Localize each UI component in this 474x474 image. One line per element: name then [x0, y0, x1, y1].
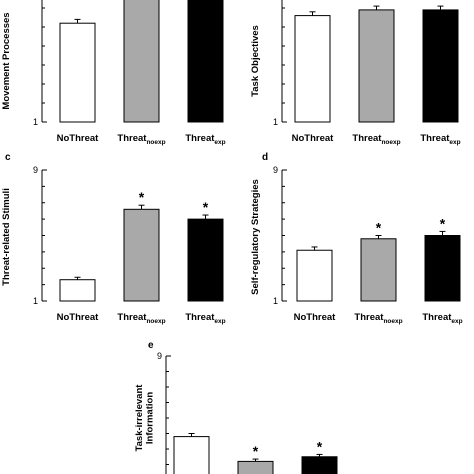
- y-tick-label: 9: [273, 165, 278, 175]
- y-tick-label: 9: [33, 165, 38, 175]
- bar-nothreat: [294, 15, 331, 123]
- significance-marker: *: [253, 443, 259, 459]
- bar-threatexp: [424, 235, 461, 302]
- bar-nothreat: [59, 22, 96, 123]
- bar-threatexp: [422, 9, 459, 123]
- significance-marker: *: [440, 215, 446, 231]
- y-tick-label: 9: [157, 351, 162, 361]
- category-label: NoThreat: [57, 312, 100, 323]
- y-axis-label: Task-irrelevantInformation: [134, 384, 155, 452]
- category-label: Threatexp: [422, 312, 462, 325]
- bar-nothreat: [173, 436, 210, 474]
- bar-threatnoexp: [360, 238, 397, 302]
- bar-threatnoexp: [237, 460, 274, 474]
- y-axis-label: Threat-related Stimuli: [1, 188, 12, 286]
- category-label: Threatnoexp: [354, 312, 402, 325]
- y-tick-label: 1: [33, 117, 38, 127]
- bar-threatnoexp: [123, 0, 160, 123]
- y-axis-label: Self-regulatory Strategies: [250, 179, 261, 295]
- chart-panel-e: e9 Task-irrelevantInformation * *: [134, 340, 338, 474]
- category-label: NoThreat: [292, 133, 335, 144]
- category-label: Threatexp: [185, 312, 225, 325]
- category-label: Threatexp: [420, 133, 460, 146]
- y-axis-label: Task Objectives: [250, 25, 261, 97]
- y-axis-label: Movement Processes: [1, 12, 12, 109]
- significance-marker: *: [203, 199, 209, 215]
- category-label: NoThreat: [57, 133, 100, 144]
- category-label: Threatexp: [185, 133, 225, 146]
- significance-marker: *: [317, 438, 323, 454]
- bar-threatnoexp: [358, 9, 395, 123]
- panel-letter: d: [262, 152, 268, 163]
- chart-panel-b: 1 Task Objectives NoThreat Threatnoexp Threa…: [250, 0, 461, 146]
- y-tick-label: 1: [273, 296, 278, 306]
- y-tick-label: 1: [273, 117, 278, 127]
- bar-threatexp: [301, 456, 338, 474]
- bar-threatexp: [187, 218, 224, 302]
- category-label: Threatnoexp: [117, 312, 165, 325]
- y-tick-label: 1: [33, 296, 38, 306]
- bar-nothreat: [296, 249, 333, 302]
- panel-letter: c: [5, 152, 11, 163]
- category-label: Threatnoexp: [117, 133, 165, 146]
- category-label: Threatnoexp: [352, 133, 400, 146]
- panel-letter: e: [148, 340, 154, 351]
- chart-panel-d: d9 1 Self-regulatory Strategies NoThreat * Th…: [250, 152, 463, 325]
- bar-nothreat: [59, 279, 96, 302]
- chart-panel-c: c 9 1 Threat-related Stimuli NoThreat * Threat…: [1, 152, 226, 325]
- bar-threatnoexp: [123, 208, 160, 302]
- bar-threatexp: [187, 0, 224, 123]
- significance-marker: *: [139, 189, 145, 205]
- category-label: NoThreat: [294, 312, 337, 323]
- significance-marker: *: [376, 220, 382, 236]
